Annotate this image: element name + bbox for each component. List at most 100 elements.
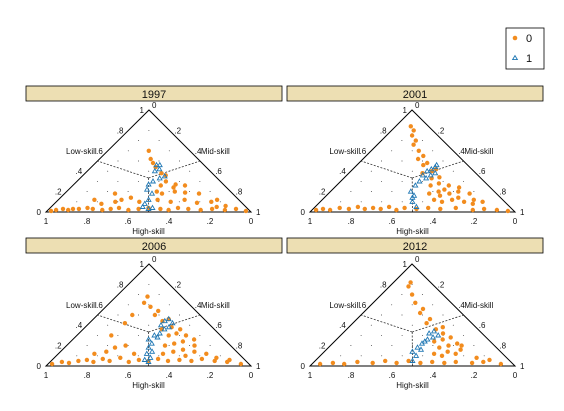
grid-dot [107, 191, 109, 193]
point-group-0 [409, 133, 415, 138]
point-group-0 [168, 199, 173, 204]
point-group-0 [100, 207, 105, 213]
grid-dot [178, 355, 180, 357]
point-group-1 [145, 181, 152, 187]
grid-dot [422, 314, 423, 316]
point-group-0 [177, 357, 182, 363]
point-group-0 [456, 189, 461, 194]
grid-dot [452, 191, 454, 193]
point-group-0 [166, 207, 171, 213]
point-group-1 [413, 352, 420, 358]
grid-dot [483, 355, 485, 357]
legend-marker-0 [512, 35, 518, 41]
grid-dot [189, 324, 191, 326]
grid-dot [463, 355, 465, 357]
point-group-0 [76, 206, 82, 212]
grid-dot [158, 140, 160, 142]
point-group-0 [60, 206, 66, 212]
point-group-1 [412, 182, 419, 188]
grid-dot [86, 345, 88, 347]
point-group-0 [136, 206, 141, 212]
right-tick-label: .6 [215, 321, 222, 330]
point-group-0 [330, 360, 336, 366]
point-group-0 [159, 171, 164, 176]
axis-name-mid-skill: Mid-skill [201, 147, 230, 156]
point-group-1 [421, 338, 428, 344]
point-group-0 [160, 351, 166, 356]
point-group-0 [447, 191, 452, 196]
right-tick-label: .6 [479, 321, 486, 330]
point-group-0 [107, 358, 112, 364]
right-tick-label: 1 [520, 208, 525, 217]
legend-marker-1 [511, 54, 519, 61]
left-tick-label: .4 [76, 321, 83, 330]
point-group-1 [149, 204, 156, 210]
grid-dot [442, 160, 444, 162]
grid-dot [360, 334, 362, 336]
grid-dot [432, 345, 434, 347]
point-group-0 [418, 360, 423, 366]
right-tick-label: .8 [236, 188, 243, 197]
point-group-0 [49, 361, 55, 367]
point-group-0 [123, 343, 128, 348]
point-group-0 [430, 359, 435, 365]
grid-dot [340, 201, 342, 203]
grid-dot [421, 294, 423, 296]
axis-name-mid-skill: Mid-skill [464, 147, 493, 156]
point-group-0 [182, 183, 188, 188]
bottom-tick-label: .8 [84, 371, 91, 380]
right-tick-label: .8 [499, 188, 506, 197]
grid-dot [350, 345, 352, 347]
left-tick-label: .6 [360, 301, 367, 310]
point-group-1 [149, 178, 157, 184]
top-tick-label: 0 [415, 101, 420, 110]
point-group-0 [209, 199, 214, 204]
grid-dot [189, 191, 191, 193]
point-group-0 [178, 327, 183, 332]
grid-dot [209, 191, 211, 193]
point-group-0 [471, 197, 476, 202]
grid-dot [452, 170, 454, 172]
point-group-0 [413, 138, 418, 143]
grid-dot [411, 150, 413, 152]
point-group-0 [182, 197, 187, 202]
point-group-1 [424, 167, 431, 174]
panel-strip [25, 237, 283, 254]
grid-dot [421, 140, 423, 142]
point-group-0 [420, 306, 426, 312]
point-group-0 [92, 197, 97, 202]
grid-dot [411, 304, 413, 306]
point-group-0 [427, 316, 433, 322]
point-group-0 [85, 205, 90, 211]
bottom-tick-label: 1 [44, 217, 49, 226]
guide-line-0 [97, 160, 149, 179]
point-group-0 [171, 185, 176, 190]
point-group-0 [421, 162, 426, 168]
point-group-0 [327, 207, 333, 213]
grid-dot [442, 314, 444, 316]
point-group-0 [182, 190, 188, 195]
left-tick-label: 0 [301, 208, 306, 217]
point-group-0 [498, 361, 504, 367]
grid-dot [107, 170, 109, 172]
grid-dot [401, 180, 403, 182]
point-group-1 [407, 188, 414, 194]
grid-dot [219, 201, 221, 203]
grid-dot [117, 355, 119, 357]
point-group-0 [209, 206, 215, 212]
point-group-0 [455, 341, 460, 346]
point-group-0 [155, 356, 161, 362]
grid-dot [401, 140, 403, 142]
point-group-0 [394, 360, 399, 366]
point-group-0 [137, 199, 142, 204]
grid-dot [158, 314, 160, 316]
bottom-tick-label: .8 [84, 217, 91, 226]
grid-dot [401, 355, 403, 357]
point-group-0 [223, 203, 228, 209]
point-group-0 [155, 197, 160, 202]
left-tick-label: 0 [37, 208, 42, 217]
point-group-0 [84, 357, 90, 363]
point-group-0 [145, 294, 150, 299]
